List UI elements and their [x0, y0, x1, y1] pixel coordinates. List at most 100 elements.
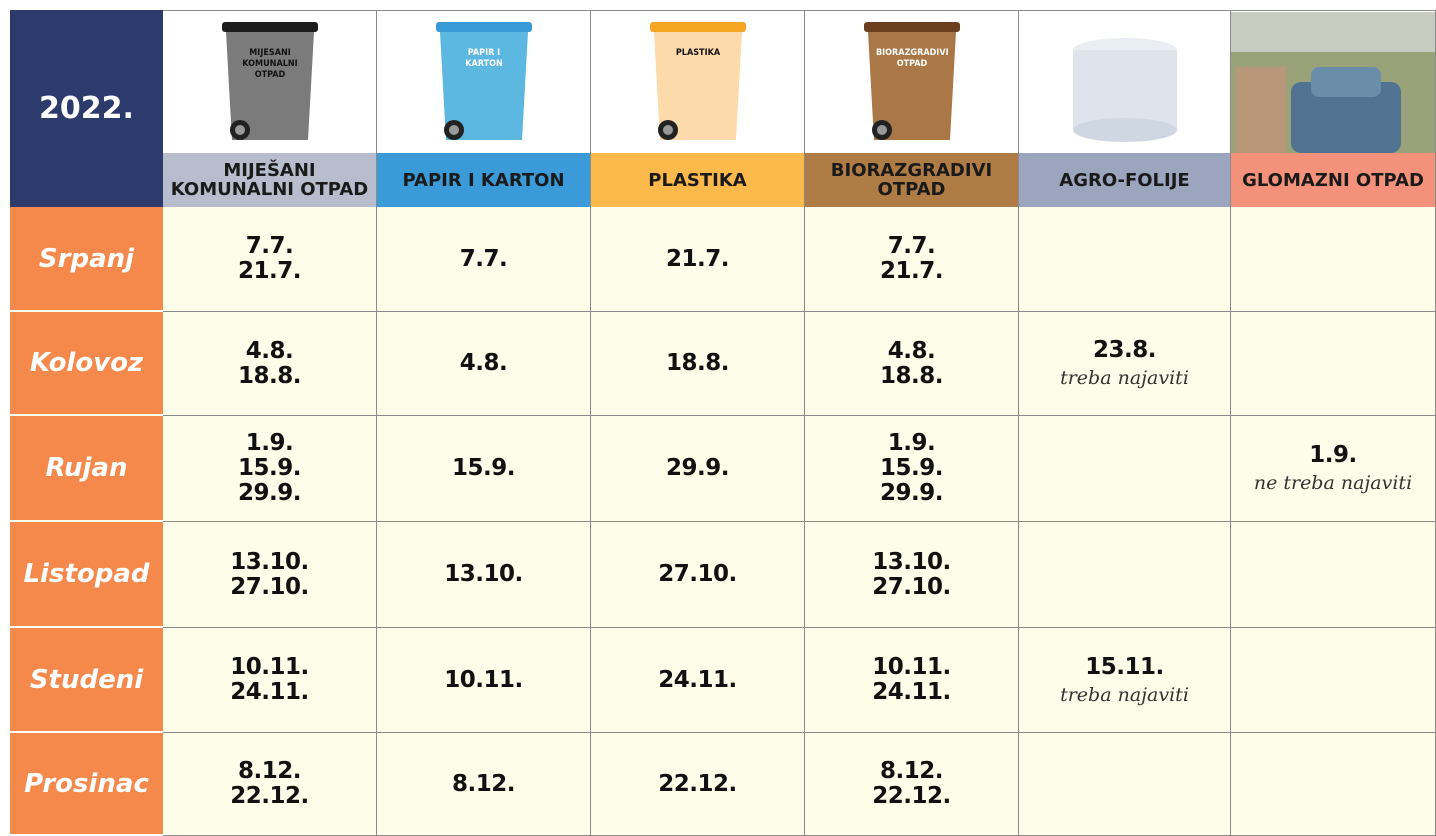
date: 22.12.: [872, 784, 951, 809]
date-cell: 1.9.15.9.29.9.: [805, 416, 1019, 522]
column-icon: PLASTIKA: [591, 12, 805, 153]
date-cell: [1019, 207, 1231, 312]
bin-label-box: MIJEŠANI KOMUNALNI OTPAD: [234, 48, 306, 108]
date: 8.12.: [452, 772, 515, 797]
date-cell: [1231, 312, 1436, 416]
date: 8.12.: [880, 759, 943, 784]
month-cell: Prosinac: [10, 733, 163, 836]
bin-label-box: BIORAZGRADIVI OTPAD: [876, 48, 948, 108]
date: 13.10.: [444, 562, 523, 587]
bin-hub: [877, 125, 887, 135]
date-cell: 10.11.: [377, 628, 591, 733]
date: 4.8.: [246, 339, 293, 364]
schedule-page: 2022.MIJEŠANI KOMUNALNI OTPADMIJEŠANI KO…: [0, 0, 1436, 836]
date: 15.9.: [880, 456, 943, 481]
bin-hub: [235, 125, 245, 135]
column-label: BIORAZGRADIVI OTPAD: [805, 153, 1019, 207]
bin-label: MIJEŠANI KOMUNALNI OTPAD: [234, 48, 306, 81]
date: 1.9.: [1309, 443, 1356, 468]
month-cell: Rujan: [10, 416, 163, 522]
date: 8.12.: [238, 759, 301, 784]
column-image: PLASTIKA: [591, 10, 805, 153]
date: 15.9.: [238, 456, 301, 481]
date: 29.9.: [666, 456, 729, 481]
bin-lid: [864, 22, 960, 32]
date-cell: 21.7.: [591, 207, 805, 312]
date: 13.10.: [230, 550, 309, 575]
corner-cell: 2022.: [10, 10, 163, 207]
date-cell: 4.8.18.8.: [805, 312, 1019, 416]
date: 4.8.: [888, 339, 935, 364]
bin-label: PAPIR I KARTON: [448, 48, 520, 70]
date-cell: 4.8.: [377, 312, 591, 416]
date-cell: 15.9.: [377, 416, 591, 522]
date-cell: 10.11.24.11.: [163, 628, 377, 733]
sofa-back: [1311, 67, 1381, 97]
date: 10.11.: [872, 655, 951, 680]
month-cell: Listopad: [10, 522, 163, 628]
bin-lid: [222, 22, 318, 32]
date-cell: [1231, 733, 1436, 836]
photo-sky: [1231, 12, 1436, 52]
column-icon: BIORAZGRADIVI OTPAD: [805, 12, 1019, 153]
date-cell: 22.12.: [591, 733, 805, 836]
date: 22.12.: [230, 784, 309, 809]
note: treba najaviti: [1060, 684, 1189, 706]
bin-label-box: PAPIR I KARTON: [448, 48, 520, 108]
date: 10.11.: [230, 655, 309, 680]
bin-hub: [663, 125, 673, 135]
column-image: BIORAZGRADIVI OTPAD: [805, 10, 1019, 153]
date-cell: 8.12.22.12.: [805, 733, 1019, 836]
date-cell: [1231, 207, 1436, 312]
bin-lid: [650, 22, 746, 32]
column-label: MIJEŠANI KOMUNALNI OTPAD: [163, 153, 377, 207]
date-cell: 24.11.: [591, 628, 805, 733]
date: 24.11.: [872, 680, 951, 705]
bin-lid: [436, 22, 532, 32]
date-cell: 7.7.: [377, 207, 591, 312]
date: 24.11.: [230, 680, 309, 705]
bin-hub: [449, 125, 459, 135]
date-cell: 13.10.27.10.: [805, 522, 1019, 628]
column-label: PAPIR I KARTON: [377, 153, 591, 207]
date: 7.7.: [460, 247, 507, 272]
date: 18.8.: [238, 364, 301, 389]
bin-label-box: PLASTIKA: [662, 48, 734, 108]
date: 18.8.: [666, 351, 729, 376]
date-cell: 29.9.: [591, 416, 805, 522]
date: 4.8.: [460, 351, 507, 376]
date-cell: 13.10.: [377, 522, 591, 628]
date-cell: [1019, 416, 1231, 522]
date-cell: 18.8.: [591, 312, 805, 416]
column-icon: [1019, 12, 1231, 153]
date-cell: [1231, 522, 1436, 628]
column-image: MIJEŠANI KOMUNALNI OTPAD: [163, 10, 377, 153]
date: 21.7.: [238, 259, 301, 284]
bin-label: BIORAZGRADIVI OTPAD: [876, 48, 948, 70]
date: 15.9.: [452, 456, 515, 481]
date-cell: 13.10.27.10.: [163, 522, 377, 628]
date: 27.10.: [658, 562, 737, 587]
date: 10.11.: [444, 668, 523, 693]
date: 29.9.: [238, 481, 301, 506]
date: 23.8.: [1093, 338, 1156, 363]
date: 7.7.: [246, 234, 293, 259]
date-cell: 23.8. treba najaviti: [1019, 312, 1231, 416]
column-label: AGRO-FOLIJE: [1019, 153, 1231, 207]
date-cell: [1019, 522, 1231, 628]
date: 15.11.: [1085, 655, 1164, 680]
bale-bottom: [1073, 118, 1177, 142]
bin-label: PLASTIKA: [662, 48, 734, 59]
date: 29.9.: [880, 481, 943, 506]
date-cell: [1019, 733, 1231, 836]
date: 1.9.: [246, 431, 293, 456]
date-cell: 10.11.24.11.: [805, 628, 1019, 733]
date: 1.9.: [888, 431, 935, 456]
column-image: [1019, 10, 1231, 153]
date-cell: 1.9.15.9.29.9.: [163, 416, 377, 522]
date-cell: 8.12.22.12.: [163, 733, 377, 836]
date-cell: 27.10.: [591, 522, 805, 628]
date-cell: 7.7.21.7.: [163, 207, 377, 312]
date: 18.8.: [880, 364, 943, 389]
note: treba najaviti: [1060, 367, 1189, 389]
